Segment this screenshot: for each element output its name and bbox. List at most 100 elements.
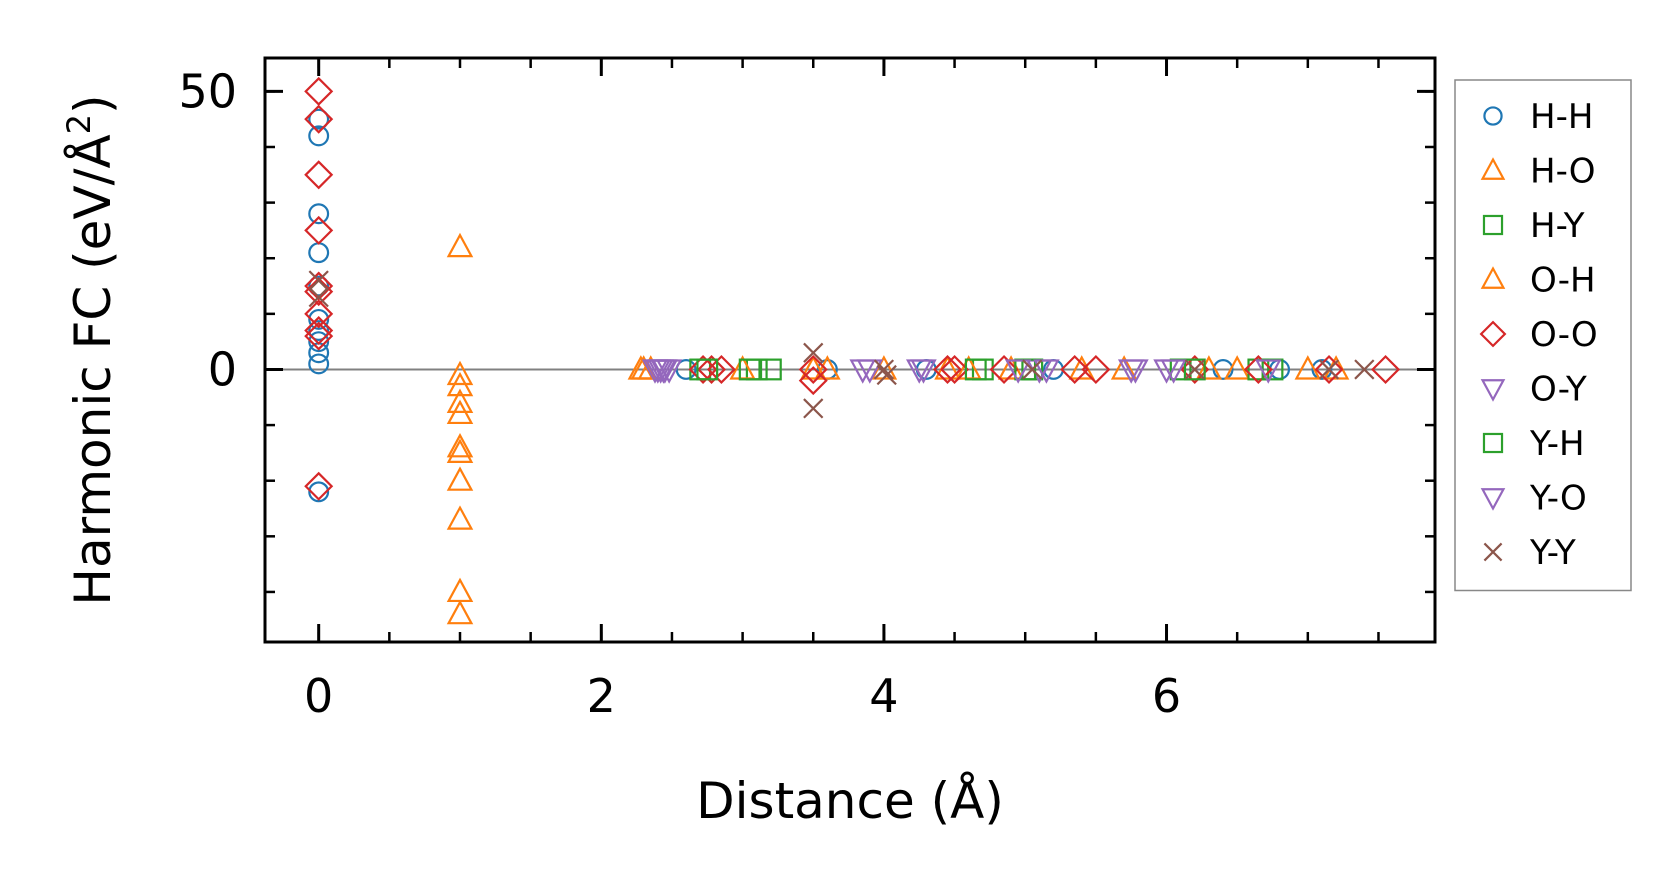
legend-label: H-O (1530, 152, 1596, 192)
legend-entry-o-y: O-Y (1480, 370, 1587, 410)
data-point (932, 354, 963, 384)
data-point (446, 438, 474, 463)
legend-label: Y-O (1529, 479, 1587, 519)
data-point (446, 388, 474, 413)
data-point (308, 342, 330, 364)
data-point (1354, 359, 1375, 380)
legend-entry-o-h: O-H (1480, 261, 1596, 301)
legend-entry-y-y: Y-Y (1483, 533, 1576, 573)
data-point (803, 342, 824, 363)
data-point (800, 355, 827, 380)
data-point (759, 358, 782, 381)
data-point (697, 354, 727, 384)
data-point (1212, 359, 1234, 380)
data-point (308, 270, 329, 291)
data-point (650, 359, 677, 384)
legend-entry-y-h: Y-H (1482, 424, 1585, 464)
data-point (1122, 359, 1149, 384)
data-point (308, 308, 330, 330)
legend-marker (1480, 379, 1506, 402)
data-point (304, 471, 334, 501)
data-point (304, 321, 334, 351)
data-point (1314, 354, 1344, 384)
data-point (308, 108, 330, 130)
data-point (308, 287, 329, 308)
series-o-o (304, 76, 1401, 501)
legend-label: H-H (1530, 97, 1593, 137)
data-point (1160, 359, 1187, 384)
data-point (308, 353, 330, 375)
legend-marker (1480, 266, 1506, 289)
series-y-y (308, 270, 1375, 419)
legend-entry-h-y: H-Y (1482, 206, 1585, 246)
legend-entry-h-h: H-H (1483, 97, 1593, 137)
data-point (446, 232, 474, 258)
data-point (1371, 354, 1401, 384)
legend-marker (1479, 320, 1507, 348)
data-point (1311, 359, 1333, 380)
data-point (706, 354, 736, 384)
data-point (964, 358, 987, 381)
data-point (798, 366, 828, 396)
data-point (1180, 354, 1210, 384)
legend-entry-o-o: O-O (1479, 315, 1598, 355)
legend-marker (1482, 214, 1504, 236)
data-point (738, 358, 761, 381)
data-point (910, 359, 937, 384)
data-point (1081, 354, 1111, 384)
data-point (803, 398, 824, 419)
data-point (1318, 359, 1340, 380)
data-point (1294, 355, 1322, 380)
data-point (446, 577, 474, 603)
data-point (1022, 359, 1043, 380)
data-point (1195, 355, 1223, 380)
data-point (446, 505, 474, 530)
data-point (696, 358, 719, 381)
data-point (308, 242, 330, 264)
x-tick-label: 6 (1152, 669, 1181, 723)
data-point (308, 203, 330, 225)
data-point (876, 364, 897, 386)
data-point (814, 355, 841, 380)
data-point (1110, 355, 1138, 380)
data-point (1184, 359, 1205, 380)
legend-marker (1480, 157, 1506, 180)
plot-content (265, 76, 1435, 625)
y-axis-label: Harmonic FC (eV/Å2) (60, 94, 122, 605)
data-point (446, 399, 474, 425)
data-point (304, 76, 334, 106)
data-point (304, 215, 334, 245)
data-point (304, 271, 334, 301)
data-point (304, 104, 334, 134)
data-point (304, 299, 334, 329)
legend-label: H-Y (1530, 206, 1585, 246)
legend-label: O-H (1530, 261, 1596, 301)
x-tick-label: 4 (869, 669, 898, 723)
legend-marker (1483, 106, 1503, 126)
data-point (940, 354, 970, 384)
legend-entry-h-o: H-O (1480, 152, 1596, 192)
legend: H-H H-O H-Y O-H O-O O-Y Y-H Y-O Y-Y (1454, 79, 1632, 592)
data-point (446, 599, 474, 625)
data-point (308, 125, 330, 147)
legend-entry-y-o: Y-O (1480, 479, 1587, 519)
legend-marker (1482, 432, 1504, 454)
x-tick-label: 0 (304, 669, 333, 723)
data-point (989, 354, 1019, 384)
y-tick-label: 0 (208, 342, 237, 396)
x-tick-label: 2 (587, 669, 616, 723)
y-axis-label-tail: ) (64, 94, 122, 114)
data-point (798, 354, 828, 384)
data-point (308, 320, 330, 341)
series-h-o (446, 232, 1350, 625)
data-point (1223, 355, 1251, 380)
data-point (873, 359, 895, 380)
y-axis-label-superscript: 2 (60, 114, 98, 134)
data-point (1004, 359, 1032, 384)
data-point (1033, 359, 1060, 384)
data-point (1243, 354, 1273, 384)
axis-ticks: 0 2 4 6 0 50 (178, 58, 1435, 723)
legend-label: O-O (1530, 315, 1598, 355)
